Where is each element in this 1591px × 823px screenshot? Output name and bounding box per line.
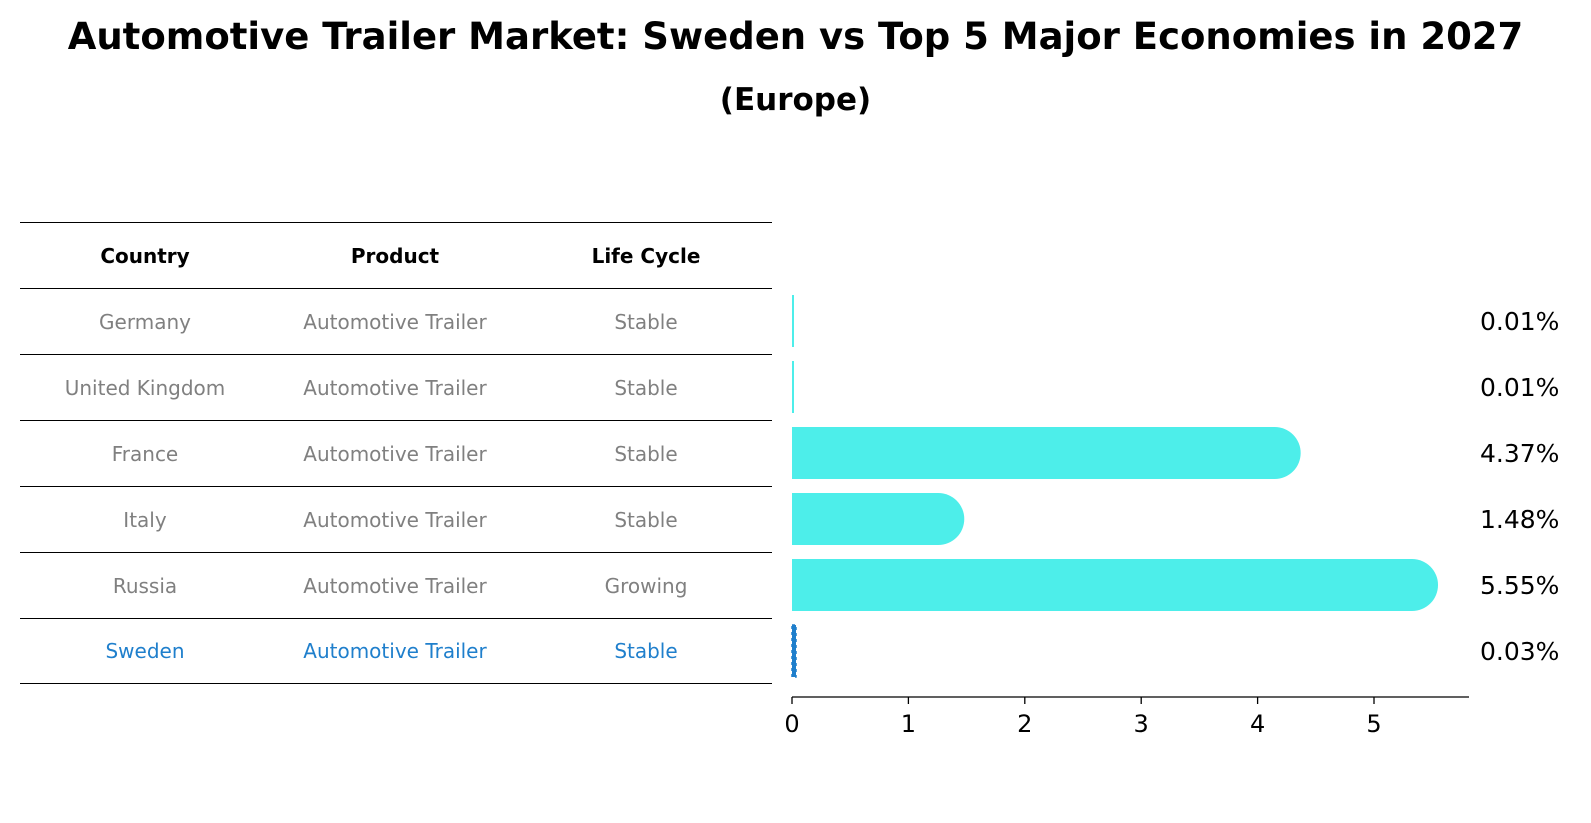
bar-germany bbox=[792, 295, 794, 347]
x-tick-label-2: 2 bbox=[1017, 710, 1032, 738]
table-row: France Automotive Trailer Stable bbox=[20, 420, 772, 486]
product-cell: Automotive Trailer bbox=[303, 507, 487, 532]
bar-united-kingdom bbox=[792, 361, 794, 413]
country-cell: France bbox=[111, 441, 179, 466]
table-row: Germany Automotive Trailer Stable bbox=[20, 288, 772, 354]
life-cycle-cell: Stable bbox=[614, 639, 678, 663]
country-cell: United Kingdom bbox=[64, 375, 226, 400]
life-cycle-cell: Growing bbox=[604, 573, 688, 598]
product-cell: Automotive Trailer bbox=[303, 375, 487, 400]
country-cell: Italy bbox=[123, 507, 167, 532]
value-label-france: 4.37% bbox=[1480, 439, 1559, 468]
x-tick-label-4: 4 bbox=[1250, 710, 1265, 738]
table-header-row: Country Product Life Cycle bbox=[20, 222, 772, 288]
value-label-sweden: 0.03% bbox=[1480, 637, 1559, 666]
table-row-highlighted: Sweden Automotive Trailer Stable bbox=[20, 618, 772, 684]
bar-italy bbox=[792, 493, 965, 545]
life-cycle-cell: Stable bbox=[614, 507, 678, 532]
country-cell: Germany bbox=[99, 309, 191, 334]
country-cell: Russia bbox=[112, 573, 178, 598]
life-cycle-cell: Stable bbox=[614, 309, 678, 334]
chart-title: Automotive Trailer Market: Sweden vs Top… bbox=[67, 15, 1524, 58]
value-label-russia: 5.55% bbox=[1480, 571, 1559, 600]
bar-france bbox=[792, 427, 1301, 479]
x-tick-label-0: 0 bbox=[784, 710, 799, 738]
life-cycle-cell: Stable bbox=[614, 441, 678, 466]
product-cell: Automotive Trailer bbox=[303, 639, 487, 663]
value-label-germany: 0.01% bbox=[1480, 307, 1559, 336]
bar-russia bbox=[792, 559, 1439, 611]
product-cell: Automotive Trailer bbox=[303, 309, 487, 334]
table-row: Italy Automotive Trailer Stable bbox=[20, 486, 772, 552]
product-cell: Automotive Trailer bbox=[303, 441, 487, 466]
header-life-cycle: Life Cycle bbox=[591, 243, 701, 268]
x-tick-label-5: 5 bbox=[1366, 710, 1381, 738]
header-country: Country bbox=[100, 243, 190, 268]
country-cell: Sweden bbox=[105, 639, 185, 663]
x-tick-label-1: 1 bbox=[901, 710, 916, 738]
life-cycle-cell: Stable bbox=[614, 375, 678, 400]
product-cell: Automotive Trailer bbox=[303, 573, 487, 598]
value-label-italy: 1.48% bbox=[1480, 505, 1559, 534]
value-label-united-kingdom: 0.01% bbox=[1480, 373, 1559, 402]
chart-subtitle: (Europe) bbox=[719, 82, 872, 118]
table-row: United Kingdom Automotive Trailer Stable bbox=[20, 354, 772, 420]
bar-sweden bbox=[791, 624, 797, 678]
table-row: Russia Automotive Trailer Growing bbox=[20, 552, 772, 618]
header-product: Product bbox=[350, 243, 440, 268]
data-table: Country Product Life Cycle Germany Autom… bbox=[20, 222, 772, 684]
x-tick-label-3: 3 bbox=[1134, 710, 1149, 738]
